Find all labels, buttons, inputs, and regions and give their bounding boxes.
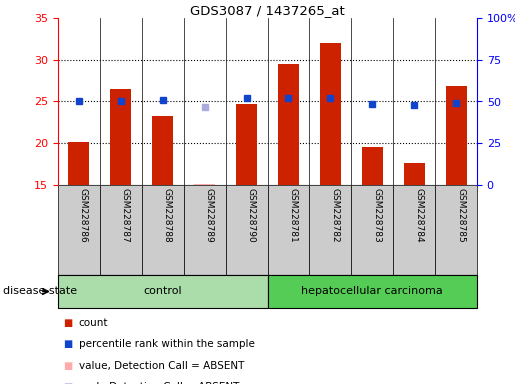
Bar (226, 185, 267, 275)
Text: ■: ■ (63, 361, 73, 371)
Text: control: control (144, 286, 182, 296)
Bar (267, 275, 477, 308)
Bar (142, 185, 184, 275)
Bar (100, 185, 142, 275)
Bar (393, 185, 435, 275)
Bar (58, 275, 267, 308)
Bar (445, 86, 467, 185)
Text: count: count (79, 318, 108, 328)
Text: GSM228788: GSM228788 (163, 188, 171, 242)
Bar (68, 142, 90, 185)
Bar (236, 104, 257, 185)
Text: GSM228790: GSM228790 (247, 188, 255, 242)
Text: GSM228784: GSM228784 (414, 188, 423, 242)
Text: percentile rank within the sample: percentile rank within the sample (79, 339, 254, 349)
Text: ■: ■ (63, 382, 73, 384)
Text: GSM228789: GSM228789 (204, 188, 214, 242)
Text: GSM228781: GSM228781 (288, 188, 298, 242)
Text: GSM228787: GSM228787 (121, 188, 130, 242)
Bar (152, 116, 173, 185)
Bar (351, 185, 393, 275)
Bar (267, 185, 310, 275)
Text: hepatocellular carcinoma: hepatocellular carcinoma (301, 286, 443, 296)
Bar (404, 163, 425, 185)
Bar (58, 185, 100, 275)
Text: ■: ■ (63, 339, 73, 349)
Bar (184, 185, 226, 275)
Title: GDS3087 / 1437265_at: GDS3087 / 1437265_at (190, 4, 345, 17)
Text: GSM228785: GSM228785 (456, 188, 465, 242)
Text: disease state: disease state (3, 286, 77, 296)
Text: GSM228783: GSM228783 (372, 188, 381, 242)
Bar (110, 89, 131, 185)
Text: ■: ■ (63, 318, 73, 328)
Bar (278, 64, 299, 185)
Bar (435, 185, 477, 275)
Bar (320, 43, 341, 185)
Text: GSM228782: GSM228782 (330, 188, 339, 242)
Bar (194, 184, 215, 185)
Text: value, Detection Call = ABSENT: value, Detection Call = ABSENT (79, 361, 244, 371)
Bar (310, 185, 351, 275)
Bar (362, 147, 383, 185)
Text: rank, Detection Call = ABSENT: rank, Detection Call = ABSENT (79, 382, 239, 384)
Text: GSM228786: GSM228786 (79, 188, 88, 242)
